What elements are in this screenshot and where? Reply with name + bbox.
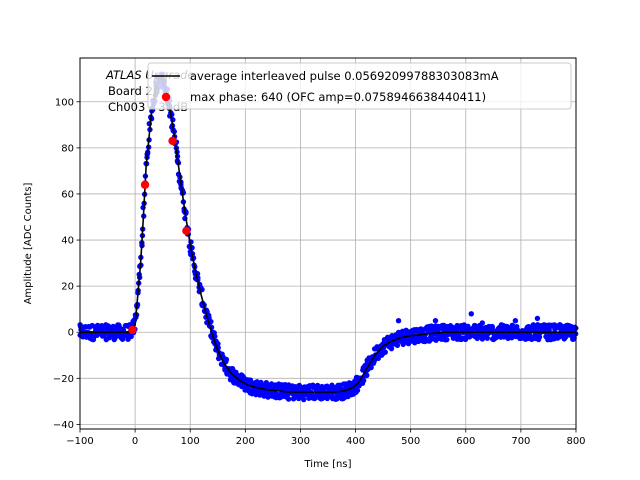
ofc-phase-marker: [140, 180, 150, 189]
scatter-point: [285, 396, 292, 402]
x-tick-label: 200: [236, 436, 255, 447]
legend-box: [147, 62, 572, 110]
scatter-point: [301, 396, 307, 403]
legend-marker-swatch: [161, 92, 171, 102]
scatter-point: [489, 323, 495, 330]
scatter-point: [382, 349, 388, 355]
ofc-phase-marker: [182, 226, 191, 236]
y-tick-label: 0: [68, 328, 74, 339]
scatter-point: [512, 317, 519, 324]
y-tick-label: 80: [61, 143, 74, 154]
ofc-phase-marker: [128, 325, 137, 335]
legend-label: max phase: 640 (OFC amp=0.07589466384404…: [190, 90, 486, 104]
scatter-point: [395, 317, 402, 324]
y-tick-label: 20: [61, 282, 74, 293]
ofc-phase-markers: [128, 136, 191, 335]
scatter-point: [394, 342, 401, 349]
ofc-phase-marker: [168, 136, 177, 146]
scatter-point: [403, 327, 409, 334]
y-tick-label: 40: [61, 236, 74, 247]
legend: average interleaved pulse 0.056920997883…: [147, 62, 572, 110]
x-tick-label: 600: [456, 436, 475, 447]
y-tick-label: −20: [53, 374, 74, 385]
legend-label: average interleaved pulse 0.056920997883…: [190, 69, 499, 83]
scatter-point: [484, 335, 491, 341]
scatter-point: [432, 317, 439, 324]
scatter-point: [556, 334, 563, 340]
y-axis-label: Amplitude [ADC Counts]: [23, 182, 34, 304]
x-tick-label: 800: [566, 436, 585, 447]
annotation-line: Board 20: [108, 84, 160, 98]
x-tick-label: 700: [511, 436, 530, 447]
scatter-point: [536, 334, 543, 340]
x-axis-label: Time [ns]: [303, 459, 351, 470]
scatter-point: [501, 334, 507, 340]
scatter-point: [128, 333, 134, 340]
scatter-point: [223, 356, 230, 363]
scatter-point: [388, 345, 395, 352]
x-tick-label: 500: [401, 436, 420, 447]
scatter-point: [360, 377, 367, 384]
scatter-point: [468, 311, 474, 317]
scatter-point: [444, 336, 450, 343]
x-tick-label: 300: [291, 436, 310, 447]
scatter-point: [534, 315, 541, 322]
x-tick-label: 400: [346, 436, 365, 447]
x-tick-label: 0: [132, 436, 138, 447]
scatter-point: [119, 336, 126, 342]
scatter-point: [368, 364, 374, 371]
y-tick-label: 100: [55, 97, 74, 108]
x-tick-label: 100: [181, 436, 200, 447]
y-tick-label: −40: [53, 420, 74, 431]
scatter-point: [456, 332, 462, 338]
scatter-point: [479, 320, 486, 326]
x-tick-label: −100: [66, 436, 93, 447]
scatter-series: [77, 71, 579, 403]
scatter-point: [428, 323, 435, 329]
scatter-point: [364, 372, 370, 378]
y-tick-label: 60: [61, 189, 74, 200]
axis-ticks: −100 0 100 200 300 400 500 600 700 800 −40 −20 0 20 40…: [53, 97, 586, 447]
scatter-point: [490, 336, 497, 342]
scatter-point: [354, 387, 361, 394]
plot-frame: [79, 57, 577, 430]
scatter-point: [508, 335, 515, 341]
